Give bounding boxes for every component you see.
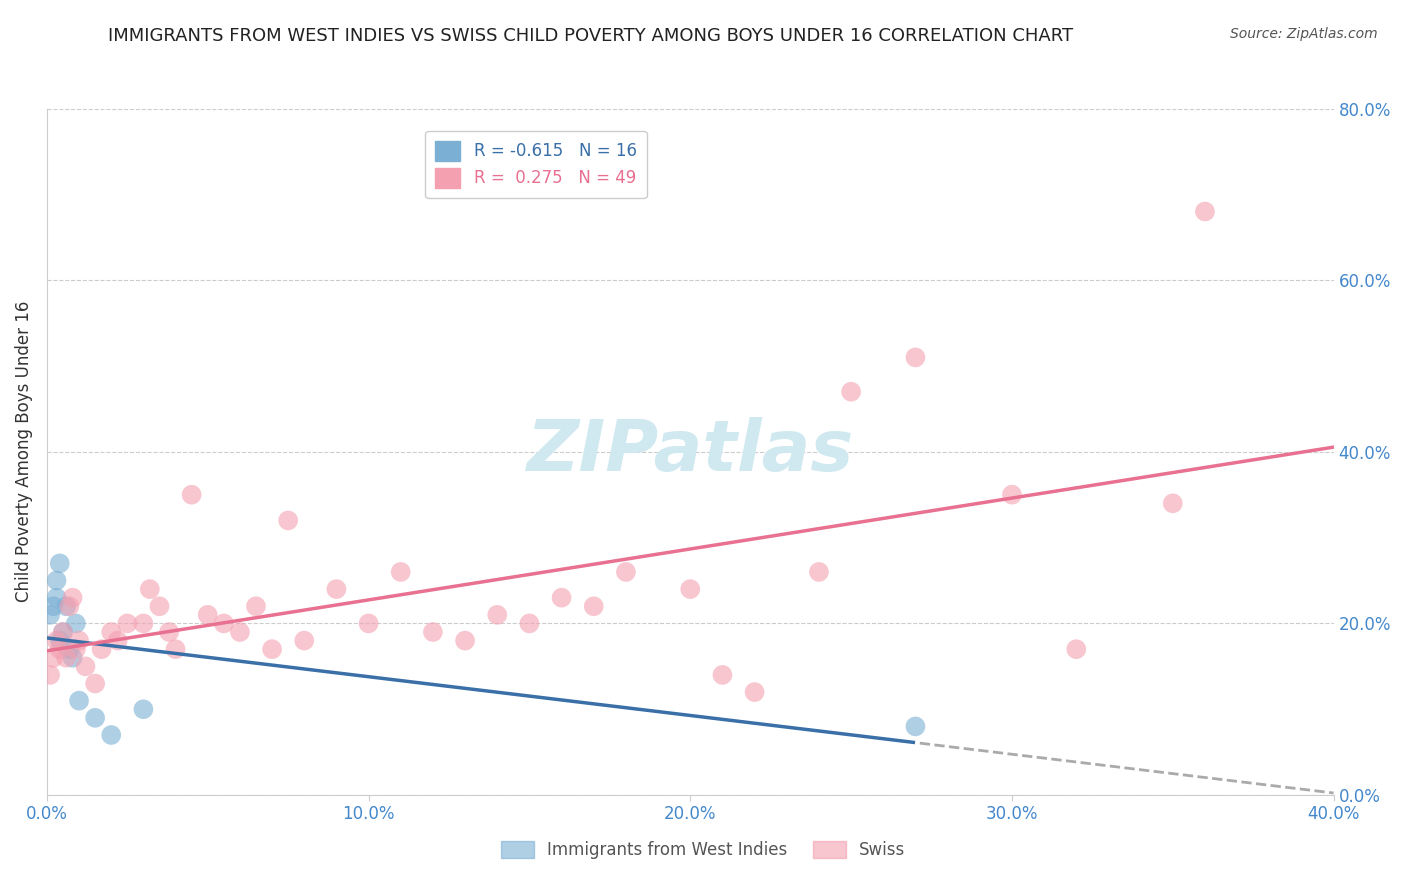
Point [52,625,75,640]
Point [679,582,702,596]
Text: ZIPatlas: ZIPatlas [527,417,853,486]
Point [100,625,122,640]
Point [1064,642,1087,657]
Point [486,607,509,622]
Point [55,650,77,665]
Point [39,607,62,622]
Point [58,599,80,614]
Point [139,582,162,596]
Point [132,702,155,716]
Point [550,591,572,605]
Point [519,616,541,631]
Point [582,599,605,614]
Point [62,591,84,605]
Point [165,642,187,657]
Point [100,728,122,742]
Legend: Immigrants from West Indies, Swiss: Immigrants from West Indies, Swiss [494,834,912,866]
Point [42,650,65,665]
Point [277,513,299,527]
Text: IMMIGRANTS FROM WEST INDIES VS SWISS CHILD POVERTY AMONG BOYS UNDER 16 CORRELATI: IMMIGRANTS FROM WEST INDIES VS SWISS CHI… [108,27,1073,45]
Point [58,642,80,657]
Point [42,599,65,614]
Point [245,599,267,614]
Point [49,642,72,657]
Point [45,591,67,605]
Point [292,633,315,648]
Point [454,633,477,648]
Point [1161,496,1184,510]
Point [807,565,830,579]
Point [904,351,927,365]
Point [67,693,90,707]
Point [744,685,766,699]
Point [49,557,72,571]
Point [197,607,219,622]
Point [117,616,139,631]
Point [45,574,67,588]
Point [52,625,75,640]
Point [1194,204,1216,219]
Point [180,488,202,502]
Point [839,384,862,399]
Point [389,565,412,579]
Point [75,659,97,673]
Point [90,642,112,657]
Point [45,633,67,648]
Point [148,599,170,614]
Point [262,642,284,657]
Legend: R = -0.615   N = 16, R =  0.275   N = 49: R = -0.615 N = 16, R = 0.275 N = 49 [425,130,647,198]
Point [39,668,62,682]
Point [904,719,927,733]
Point [614,565,637,579]
Point [62,650,84,665]
Point [55,599,77,614]
Point [84,676,107,690]
Point [132,616,155,631]
Point [325,582,347,596]
Point [49,633,72,648]
Point [422,625,444,640]
Point [107,633,129,648]
Point [67,633,90,648]
Y-axis label: Child Poverty Among Boys Under 16: Child Poverty Among Boys Under 16 [15,301,32,602]
Point [229,625,252,640]
Point [212,616,235,631]
Point [357,616,380,631]
Point [84,711,107,725]
Point [711,668,734,682]
Point [157,625,180,640]
Text: Source: ZipAtlas.com: Source: ZipAtlas.com [1230,27,1378,41]
Point [1001,488,1024,502]
Point [65,642,87,657]
Point [65,616,87,631]
